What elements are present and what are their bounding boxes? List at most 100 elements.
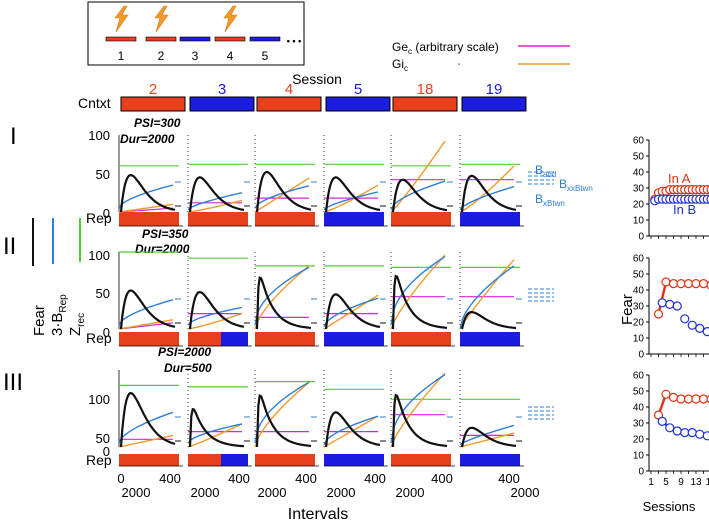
summary-panel-III: 0102030405060159131721 [633,371,709,488]
y-tick-label: 50 [96,286,110,301]
rep-strip-b [221,454,248,466]
panel-r1-c4 [323,135,388,227]
x-tick-label-2000: 2000 [122,485,151,500]
summary-point-in-a [676,279,686,289]
summary-y-tick-label: 10 [633,334,645,345]
rep-strip [391,454,451,466]
summary-point-in-b [680,428,690,438]
fear-line [119,173,176,213]
row-numeral-3: III [3,369,23,396]
panel-r1-c5 [390,135,455,227]
fear-line [391,393,448,448]
fear-line [255,276,312,330]
summary-y-tick-label: 50 [633,152,645,163]
y-tick-label: 50 [96,431,110,446]
row1-dur: Dur=2000 [120,132,175,146]
panel-r2-c2 [187,252,252,347]
summary-y-tick-label: 0 [638,350,644,361]
fear-line [460,310,517,330]
session-label-3: 3 [218,81,226,98]
rep-strip [460,454,520,466]
brep-line [459,185,515,211]
fear-line [324,293,381,330]
summary-point-in-a [653,309,664,319]
summary-x-label: Sessions [643,499,696,514]
fear-line [391,178,448,213]
y-axis-legend: Fear 3·BRep Zrec [31,218,87,336]
brep-line [323,191,379,211]
fear-line [119,289,176,330]
row-numeral-2: II [3,233,16,260]
rep-strip-a [188,454,221,466]
summary-first-step [657,281,668,315]
summary-point-in-a [668,392,679,402]
lightning-bolt-icon [154,5,169,33]
brep-line [323,297,379,328]
summary-y-tick-label: 40 [633,286,645,297]
rep-strip [391,212,451,226]
legend: Gec (arbitrary scale) Gic " [392,40,570,73]
brep-line [254,266,310,326]
summary-point-in-b [695,429,705,439]
legend-gi-text: Gic " [392,57,460,73]
x-tick-label-2000: 2000 [191,485,220,500]
gi-line [390,372,446,448]
session-label-18: 18 [417,81,434,98]
brep-line [390,180,446,211]
brep-line [118,184,174,209]
lightning-bolt-icon [114,5,129,33]
summary-point-in-a [661,277,671,287]
stimulation-schematic: 1 2 3 4 5 • • • [87,1,305,66]
summary-x-tick-label: 13 [690,477,702,488]
x-tick-label-2000: 2000 [258,485,287,500]
x-tick-label: 400 [295,471,317,486]
summary-point-in-a [698,394,709,404]
context-box-session-5 [325,96,391,112]
fear-line [255,394,312,448]
panel-r2-c4 [323,252,388,347]
rep-strip [255,454,315,466]
summary-point-in-b [702,431,709,441]
session-label-4: 4 [285,81,293,98]
summary-point-in-b [687,320,697,330]
summary-y-tick-label: 50 [633,387,645,398]
fear-line [188,407,245,448]
rep-strip [255,212,315,226]
rep-strip [255,332,315,346]
schematic-bar-5 [249,36,281,42]
session-label-5: 5 [354,81,362,98]
x-tick-label-2000: 2000 [511,485,540,500]
gi-line [254,177,310,213]
bxxbtwn-label: BxxBtwn [559,177,593,193]
fear-line [460,174,517,213]
y-tick-label: 50 [96,167,110,182]
gi-line [187,312,243,330]
y-label-zrec: Zrec [67,313,87,336]
summary-y-tick-label: 20 [633,435,645,446]
row3-psi: PSI=2000 [158,345,211,359]
gi-line [187,423,243,448]
bxbtwn-label: BxBtwn [535,192,565,208]
fear-line [188,290,245,330]
summary-y-tick-label: 60 [633,371,645,382]
rep-strip [119,332,179,346]
summary-y-tick-label: 30 [633,419,645,430]
summary-point-in-a [698,279,709,289]
schematic-bar-4 [214,36,246,42]
gi-line [323,415,379,448]
schematic-label-5: 5 [262,49,269,63]
panel-r3-c6 [459,370,524,467]
session-title: Session [292,71,342,87]
brep-line [323,415,379,446]
rep-strip [324,212,384,226]
schematic-frame [87,1,305,66]
panel-r3-c3 [254,370,319,467]
summary-point-in-b [702,327,709,337]
gi-line [459,432,515,448]
summary-y-tick-label: 10 [633,216,645,227]
brep-line [118,411,174,444]
rep-strip [391,332,451,346]
schematic-label-3: 3 [192,49,199,63]
